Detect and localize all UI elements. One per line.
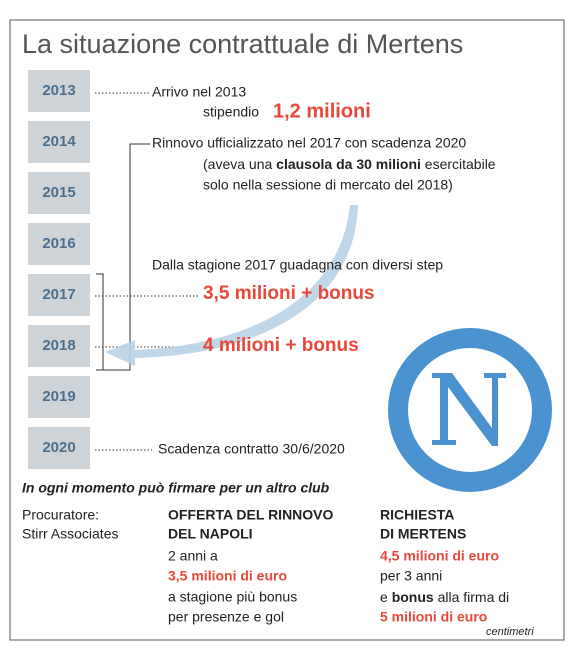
year: 2020	[42, 439, 75, 456]
amount: 3,5 milioni + bonus	[203, 283, 375, 304]
year: 2016	[42, 235, 75, 252]
text: per 3 anni	[380, 568, 442, 584]
year: 2018	[42, 337, 75, 354]
note: Dalla stagione 2017 guadagna con diversi…	[152, 257, 443, 273]
text: alla firma di	[434, 589, 509, 605]
year: 2013	[42, 82, 75, 99]
text: Procuratore:	[22, 507, 99, 523]
note: stipendio	[203, 104, 259, 120]
bold-text: bonus	[392, 589, 434, 605]
bracket	[100, 143, 150, 371]
bracket	[96, 273, 104, 371]
heading: RICHIESTA	[380, 507, 454, 523]
heading: OFFERTA DEL RINNOVO	[168, 507, 334, 523]
note: (aveva una clausola da 30 milioni eserci…	[203, 156, 496, 172]
note: Scadenza contratto 30/6/2020	[158, 441, 345, 457]
logo-letter	[432, 373, 506, 446]
year: 2019	[42, 388, 75, 405]
amount: 1,2 milioni	[273, 100, 371, 122]
napoli-logo	[388, 328, 552, 492]
year-box	[28, 274, 90, 316]
year-box	[28, 376, 90, 418]
amount: 3,5 milioni di euro	[168, 568, 287, 584]
text: 2 anni a	[168, 548, 218, 564]
note: Rinnovo ufficializzato nel 2017 con scad…	[152, 135, 466, 151]
note: solo nella sessione di mercato del 2018)	[203, 177, 453, 193]
text: a stagione più bonus	[168, 589, 297, 605]
text: Stirr Associates	[22, 526, 118, 542]
text: per presenze e gol	[168, 609, 284, 625]
year: 2014	[42, 133, 76, 150]
title: La situazione contrattuale di Mertens	[22, 29, 463, 59]
year-boxes: 2013 2014 2015 2016 2017 2018 2019 2020	[28, 70, 90, 469]
year: 2017	[42, 286, 75, 303]
frame	[9, 19, 565, 641]
heading: DEL NAPOLI	[168, 526, 253, 542]
note: Arrivo nel 2013	[152, 84, 246, 100]
amount: 4 milioni + bonus	[203, 335, 359, 356]
bold-text: clausola da 30 milioni	[276, 156, 421, 172]
year-box	[28, 223, 90, 265]
year-box	[28, 70, 90, 112]
text: e bonus alla firma di	[380, 589, 509, 605]
text: esercitabile	[421, 156, 496, 172]
text: (aveva una	[203, 156, 276, 172]
arrow	[105, 205, 358, 366]
source-logo: centimetri	[486, 626, 534, 638]
year-box	[28, 121, 90, 163]
year-box	[28, 172, 90, 214]
year-box	[28, 427, 90, 469]
amount: 5 milioni di euro	[380, 609, 487, 625]
heading: DI MERTENS	[380, 526, 466, 542]
year: 2015	[42, 184, 75, 201]
headline: In ogni momento può firmare per un altro…	[22, 480, 330, 496]
amount: 4,5 milioni di euro	[380, 548, 499, 564]
year-box	[28, 325, 90, 367]
text: e	[380, 589, 392, 605]
